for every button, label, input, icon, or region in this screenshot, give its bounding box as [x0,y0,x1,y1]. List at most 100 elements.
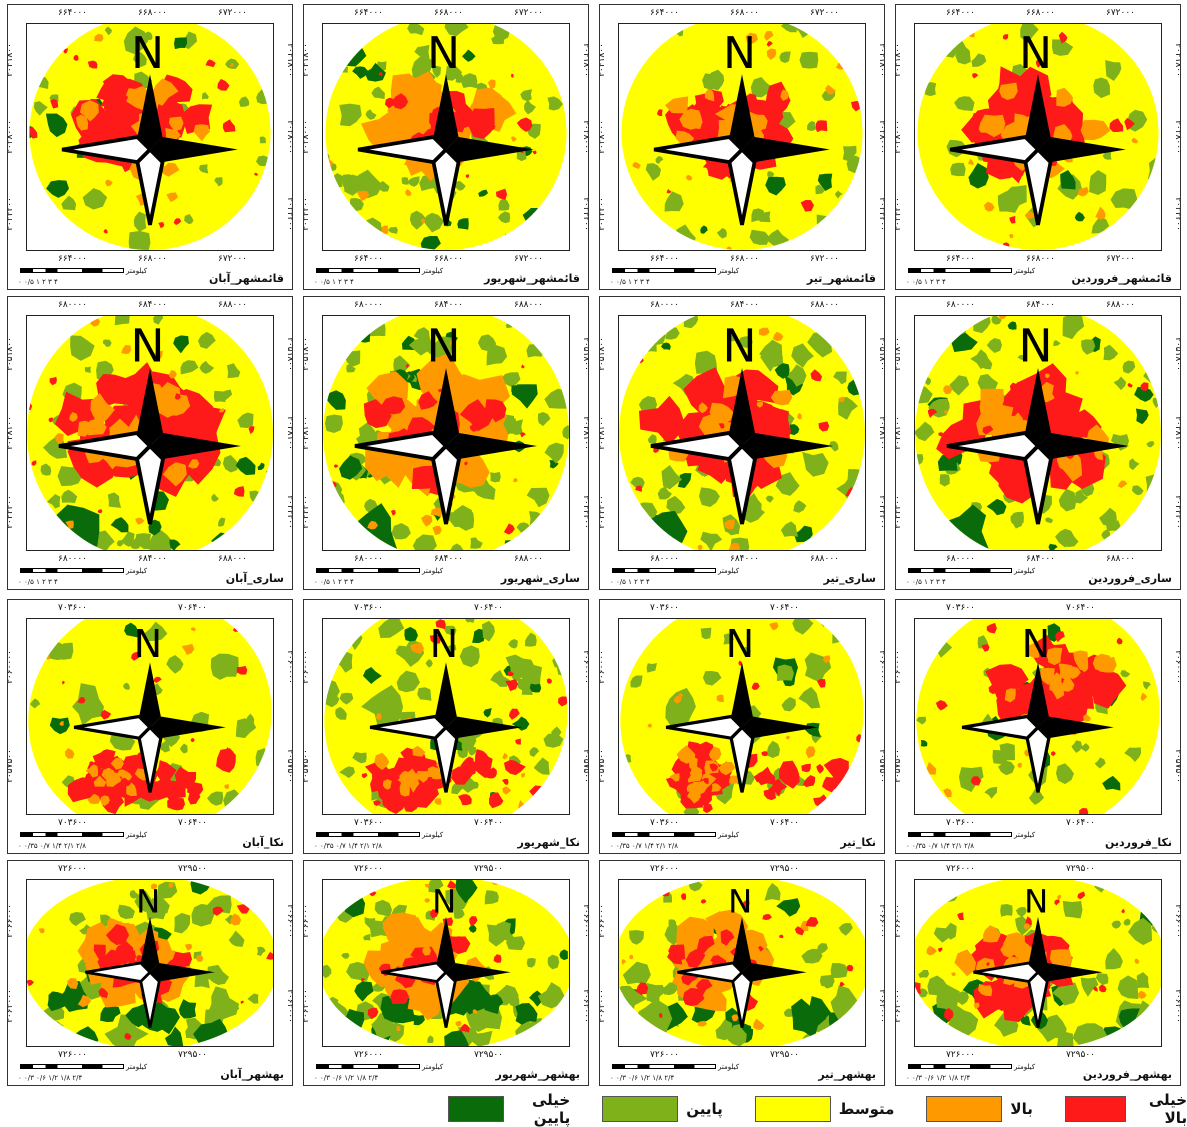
svg-text:N: N [1019,28,1052,79]
coordinate-tick: ۴۰۳۴۲۰۰ [7,196,15,231]
north-arrow-icon: N [650,320,833,525]
coordinate-tick: ۶۶۴۰۰۰ [354,8,384,18]
map-title: بهشهر_آبان [220,1068,284,1081]
north-arrow-icon: N [369,622,522,793]
scale-labels: ۰ ۰/۵ ۱ ۲ ۳ ۴ [610,278,650,286]
north-arrow-icon: N [381,882,511,1028]
coordinate-tick: ۶۸۰۰۰۰ [354,554,384,564]
coordinate-tick: ۴۰۶۰۰۰۰ [7,649,15,684]
scale-labels: ۰ ۰/۳ ۰/۶ ۱/۲ ۱/۸ ۲/۴ [18,1074,83,1082]
coordinate-tick: ۴۰۵۷۵۰۰ [581,749,589,784]
scale-bar [20,268,124,273]
coordinate-tick: ۴۰۴۴۴۰۰ [1173,495,1181,530]
coordinate-tick: ۶۶۴۰۰۰ [354,254,384,264]
map-panel: N ۶۶۴۰۰۰ ۶۶۴۰۰۰ ۶۶۸۰۰۰ ۶۶۸۰۰۰ ۶۷۲۰۰۰ ۶۷۲۰۰۰ ۴۰۴… [895,4,1181,290]
scale-bar [316,1064,420,1069]
coordinate-tick: ۴۰۳۸۰۰۰ [7,120,15,154]
coordinate-tick: ۴۰۴۱۸۰۰ [285,43,293,78]
coordinate-tick: ۶۷۲۰۰۰ [810,8,840,18]
map-title: ساری_آبان [225,572,284,585]
coordinate-tick: ۶۷۲۰۰۰ [1106,254,1136,264]
coordinate-tick: ۴۰۴۸۱۰۰ [599,416,607,450]
coordinate-tick: ۴۰۶۳۰۰۰ [1173,988,1181,1023]
scale-labels: ۰ ۰/۵ ۱ ۲ ۳ ۴ [18,278,58,286]
coordinate-tick: ۴۰۶۳۰۰۰ [581,988,589,1023]
legend-swatch [754,1096,831,1122]
coordinate-tick: ۶۸۸۰۰۰ [1106,300,1136,310]
svg-text:N: N [131,28,164,79]
coordinate-tick: ۴۰۳۸۰۰۰ [581,120,589,154]
scale-unit: کیلومتر [422,567,444,575]
coordinate-tick: ۷۰۶۴۰۰ [178,603,208,613]
svg-text:N: N [726,622,754,666]
scale-unit: کیلومتر [1014,1063,1036,1071]
scale-bar [908,568,1012,573]
svg-text:N: N [723,28,756,79]
map-title: نکا_فروردین [1104,836,1172,849]
scale-bar [612,568,716,573]
coordinate-tick: ۷۰۶۴۰۰ [1066,818,1096,828]
coordinate-tick: ۴۰۳۴۲۰۰ [1173,196,1181,231]
north-arrow-icon: N [61,28,238,226]
scale-bar [908,832,1012,837]
scale-unit: کیلومتر [718,267,740,275]
coordinate-tick: ۴۰۵۷۵۰۰ [1173,749,1181,784]
legend-item: متوسط [754,1096,899,1122]
coordinate-tick: ۶۶۸۰۰۰ [1026,8,1056,18]
scale-labels: ۰ ۰/۳۵ ۰/۷ ۱/۴ ۲/۱ ۲/۸ [18,842,87,850]
scale-labels: ۰ ۰/۳۵ ۰/۷ ۱/۴ ۲/۱ ۲/۸ [610,842,679,850]
legend-label: بالا [1010,1100,1033,1118]
map-panel: N ۶۸۰۰۰۰ ۶۸۰۰۰۰ ۶۸۴۰۰۰ ۶۸۴۰۰۰ ۶۸۸۰۰۰ ۶۸۸۰۰۰ ۴۰۵… [895,296,1181,590]
coordinate-tick: ۶۸۰۰۰۰ [946,554,976,564]
coordinate-tick: ۴۰۴۱۸۰۰ [877,43,885,78]
map-frame: N [322,23,570,251]
svg-text:N: N [728,882,752,920]
coordinate-tick: ۷۲۶۰۰۰ [354,1050,384,1060]
north-arrow-icon: N [653,28,830,226]
scale-unit: کیلومتر [718,1063,740,1071]
coordinate-tick: ۴۰۶۶۰۰۰ [285,903,293,938]
coordinate-tick: ۶۶۴۰۰۰ [650,254,680,264]
scale-bar [612,832,716,837]
coordinate-tick: ۶۸۸۰۰۰ [810,300,840,310]
north-arrow-icon: N [354,320,537,525]
scale-bar [612,1064,716,1069]
coordinate-tick: ۶۶۸۰۰۰ [434,8,464,18]
coordinate-tick: ۶۶۸۰۰۰ [138,8,168,18]
coordinate-tick: ۴۰۳۴۲۰۰ [581,196,589,231]
svg-text:N: N [430,622,458,666]
coordinate-tick: ۴۰۴۸۱۰۰ [303,416,311,450]
map-frame: N [914,879,1162,1047]
north-arrow-icon: N [677,882,807,1028]
map-panel: N ۷۲۶۰۰۰ ۷۲۶۰۰۰ ۷۲۹۵۰۰ ۷۲۹۵۰۰ ۴۰۶۶۰۰۰ ۴۰۶۶۰۰۰ ۴… [7,860,293,1086]
coordinate-tick: ۴۰۴۴۴۰۰ [599,495,607,530]
map-frame: N [26,879,274,1047]
scale-unit: کیلومتر [422,1063,444,1071]
scale-bar [316,832,420,837]
coordinate-tick: ۴۰۴۸۱۰۰ [285,416,293,450]
coordinate-tick: ۶۸۸۰۰۰ [810,554,840,564]
coordinate-tick: ۶۸۰۰۰۰ [946,300,976,310]
coordinate-tick: ۴۰۶۰۰۰۰ [285,649,293,684]
scale-labels: ۰ ۰/۵ ۱ ۲ ۳ ۴ [18,578,58,586]
map-panel: N ۶۸۰۰۰۰ ۶۸۰۰۰۰ ۶۸۴۰۰۰ ۶۸۴۰۰۰ ۶۸۸۰۰۰ ۶۸۸۰۰۰ ۴۰۵… [599,296,885,590]
coordinate-tick: ۴۰۴۴۴۰۰ [581,495,589,530]
coordinate-tick: ۷۰۳۶۰۰ [650,603,680,613]
coordinate-tick: ۴۰۴۱۸۰۰ [895,43,903,78]
north-arrow-icon: N [357,28,534,226]
coordinate-tick: ۶۸۸۰۰۰ [514,300,544,310]
scale-bar [316,568,420,573]
coordinate-tick: ۴۰۶۳۰۰۰ [599,988,607,1023]
coordinate-tick: ۴۰۳۸۰۰۰ [1173,120,1181,154]
map-panel: N ۷۰۳۶۰۰ ۷۰۳۶۰۰ ۷۰۶۴۰۰ ۷۰۶۴۰۰ ۴۰۶۰۰۰۰ ۴۰۶۰۰۰۰ ۴… [599,599,885,854]
north-arrow-icon: N [665,622,818,793]
coordinate-tick: ۴۰۳۴۲۰۰ [285,196,293,231]
coordinate-tick: ۶۶۴۰۰۰ [946,8,976,18]
coordinate-tick: ۴۰۶۶۰۰۰ [1173,903,1181,938]
coordinate-tick: ۶۸۰۰۰۰ [650,300,680,310]
north-arrow-icon: N [85,882,215,1028]
map-frame: N [26,315,274,551]
coordinate-tick: ۴۰۵۱۸۰۰ [1173,336,1181,371]
legend-item: پایین [602,1096,727,1122]
coordinate-tick: ۶۸۴۰۰۰ [1026,300,1056,310]
